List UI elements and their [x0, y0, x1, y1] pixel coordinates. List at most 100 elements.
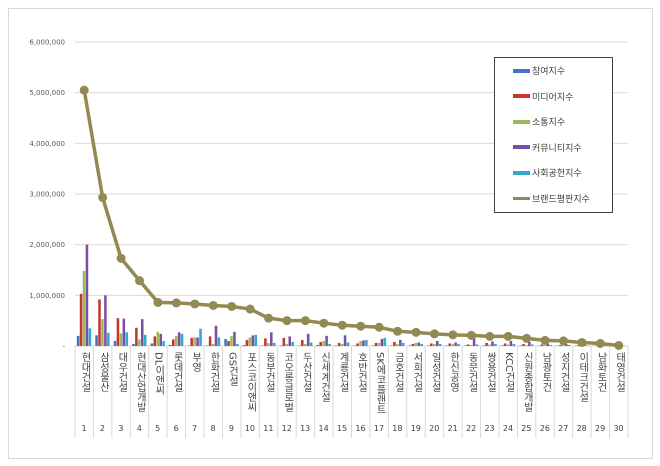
point-브랜드평판지수-23 [485, 331, 495, 341]
bar-사회공헌지수-28 [586, 345, 589, 346]
bar-참여지수-24 [500, 345, 504, 346]
bar-소통지수-18 [396, 343, 399, 346]
bar-소통지수-25 [525, 344, 528, 346]
bar-미디어지수-20 [430, 343, 433, 346]
bar-미디어지수-17 [374, 342, 378, 346]
category-label: 신원종합개발 [521, 352, 533, 412]
bar-미디어지수-7 [190, 337, 193, 346]
category-label: 대우건설 [115, 352, 127, 392]
point-브랜드평판지수-20 [429, 329, 439, 339]
rank-label: 30 [613, 424, 624, 433]
legend-swatch [513, 145, 530, 149]
category-label: 계룡건설 [337, 352, 349, 392]
point-브랜드평판지수-16 [356, 321, 366, 331]
bar-커뮤니티지수-2 [104, 295, 107, 346]
category-label: 쌍용건설 [484, 352, 496, 392]
rank-label: 6 [173, 424, 179, 433]
bar-참여지수-17 [371, 345, 375, 346]
rank-label: 4 [136, 424, 142, 433]
bar-참여지수-18 [390, 345, 393, 346]
bar-미디어지수-12 [282, 337, 286, 346]
rank-label: 24 [502, 424, 514, 433]
point-브랜드평판지수-5 [153, 297, 163, 307]
point-브랜드평판지수-21 [448, 330, 458, 340]
legend-swatch [513, 119, 530, 124]
bar-소통지수-7 [193, 337, 196, 346]
point-브랜드평판지수-11 [264, 313, 274, 323]
y-tick-label: 5,000,000 [29, 89, 65, 97]
bar-미디어지수-11 [264, 338, 267, 346]
bar-소통지수-17 [377, 342, 381, 346]
bar-커뮤니티지수-7 [196, 337, 199, 346]
point-브랜드평판지수-10 [245, 304, 255, 314]
bar-참여지수-6 [169, 344, 172, 346]
category-label: 한신공영 [447, 352, 459, 392]
bar-참여지수-22 [463, 345, 467, 346]
bar-소통지수-3 [119, 333, 123, 346]
bar-참여지수-25 [519, 345, 522, 346]
bar-커뮤니티지수-27 [564, 343, 568, 346]
bar-참여지수-4 [132, 343, 135, 346]
bar-미디어지수-1 [79, 293, 83, 346]
bar-참여지수-23 [482, 345, 485, 346]
rank-label: 12 [281, 424, 292, 433]
bar-사회공헌지수-23 [494, 343, 497, 346]
bar-사회공헌지수-10 [254, 334, 258, 346]
bar-사회공헌지수-21 [457, 343, 460, 346]
bar-미디어지수-16 [356, 343, 359, 346]
category-label: 이테크건설 [576, 352, 588, 402]
category-label: 남화토건 [595, 352, 607, 392]
bar-참여지수-9 [224, 338, 227, 346]
point-브랜드평판지수-9 [227, 301, 237, 311]
bar-미디어지수-15 [337, 342, 341, 346]
bar-사회공헌지수-12 [291, 341, 294, 346]
rank-label: 21 [447, 424, 458, 433]
bar-소통지수-14 [322, 340, 325, 346]
bar-커뮤니티지수-20 [435, 340, 439, 346]
bar-미디어지수-5 [153, 336, 157, 346]
point-브랜드평판지수-7 [190, 299, 200, 309]
bar-사회공헌지수-3 [125, 332, 129, 346]
bar-참여지수-15 [334, 345, 338, 346]
rank-label: 27 [558, 424, 569, 433]
bar-참여지수-2 [95, 335, 98, 346]
category-label: 동문건설 [466, 352, 478, 392]
category-label: DL이앤씨 [152, 352, 164, 396]
rank-label: 10 [244, 424, 255, 433]
rank-label: 26 [539, 424, 550, 433]
bar-사회공헌지수-27 [567, 344, 571, 346]
bar-커뮤니티지수-9 [233, 331, 236, 346]
bar-사회공헌지수-4 [143, 334, 147, 346]
bar-소통지수-15 [340, 343, 344, 346]
bar-미디어지수-26 [540, 344, 544, 346]
bar-참여지수-5 [150, 343, 154, 346]
bar-소통지수-20 [432, 343, 436, 346]
rank-label: 8 [210, 424, 216, 433]
legend-label: 커뮤니티지수 [532, 143, 582, 154]
bar-커뮤니티지수-16 [362, 340, 365, 346]
bar-소통지수-10 [248, 337, 252, 346]
point-브랜드평판지수-3 [116, 253, 126, 263]
bar-사회공헌지수-22 [475, 344, 479, 346]
bar-소통지수-2 [101, 319, 104, 346]
point-브랜드평판지수-14 [319, 318, 329, 328]
bar-커뮤니티지수-15 [343, 335, 347, 346]
bar-커뮤니티지수-25 [528, 341, 531, 346]
category-label: 호반건설 [355, 352, 367, 392]
bar-미디어지수-4 [135, 327, 138, 346]
category-label: 신세계건설 [318, 352, 330, 402]
bar-커뮤니티지수-5 [159, 333, 162, 346]
bar-소통지수-11 [267, 342, 270, 346]
bar-커뮤니티지수-8 [214, 325, 218, 346]
rank-label: 22 [466, 424, 477, 433]
legend-item: 미디어지수 [513, 90, 573, 103]
bar-사회공헌지수-1 [88, 328, 92, 346]
bar-미디어지수-24 [503, 343, 507, 346]
rank-label: 9 [228, 424, 234, 433]
legend-label: 소통지수 [532, 118, 566, 128]
rank-label: 11 [263, 424, 274, 433]
bar-참여지수-11 [261, 345, 264, 346]
category-label: GS건설 [226, 352, 238, 387]
bar-사회공헌지수-9 [236, 343, 239, 346]
